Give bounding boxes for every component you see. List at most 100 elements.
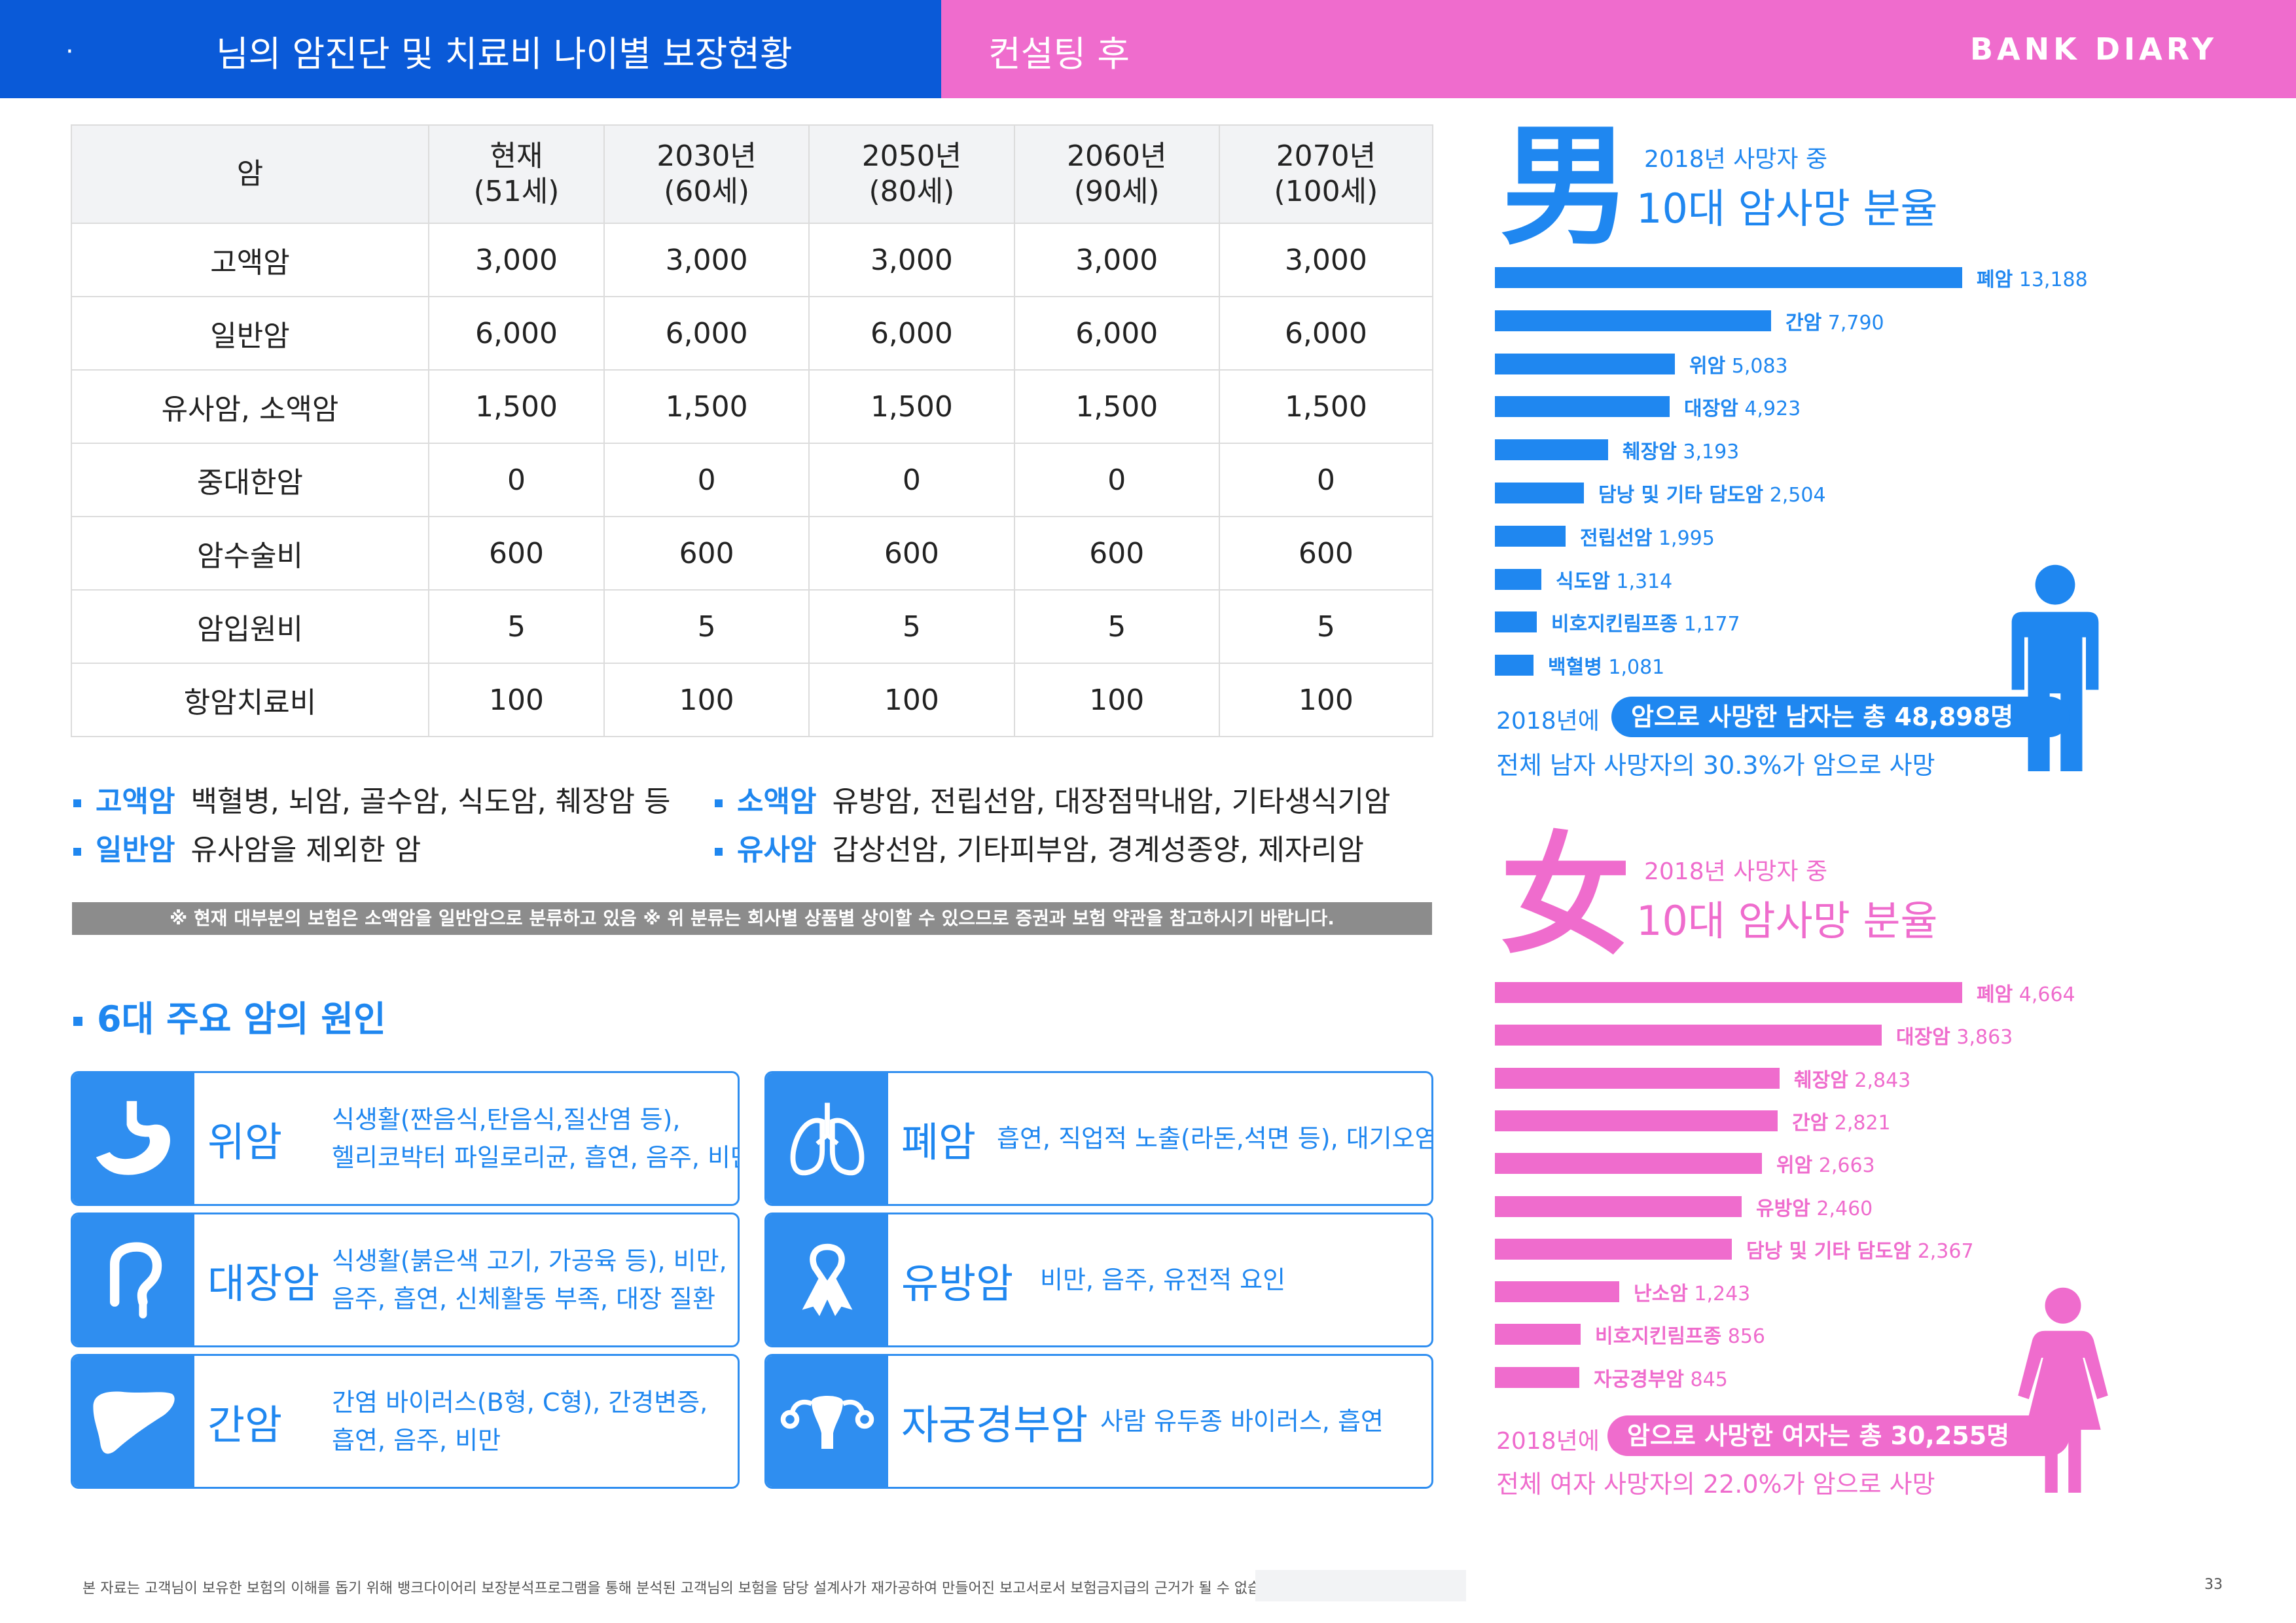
table-cell: 6,000 (428, 296, 605, 371)
cause-desc: 사람 유두종 바이러스, 흡연 (1100, 1407, 1384, 1436)
bar-value: 856 (1727, 1325, 1766, 1349)
intestine-icon (73, 1214, 194, 1345)
footer-disclaimer: 본 자료는 고객님이 보유한 보험의 이해를 돕기 위해 뱅크다이어리 보장분석… (82, 1580, 1292, 1597)
cause-desc: 간염 바이러스(B형, C형), 간경변증, 흡연, 음주, 비만 (332, 1388, 708, 1455)
female-bar (1495, 982, 1962, 1003)
female-bar-label: 위암 2,663 (1776, 1156, 1875, 1176)
table-cell: 100 (428, 663, 605, 737)
table-cell: 100 (1013, 663, 1220, 737)
table-cell: 5 (1013, 589, 1220, 664)
male-bar-label: 식도암 1,314 (1556, 571, 1672, 593)
table-cell: 600 (808, 516, 1015, 591)
bar-value: 5,083 (1731, 354, 1788, 378)
bullet-square (73, 1017, 82, 1027)
female-bar-label: 폐암 4,664 (1977, 985, 2075, 1006)
table-cell: 0 (1013, 443, 1220, 517)
bullet-square (73, 848, 81, 856)
male-bar (1495, 611, 1537, 633)
male-bar-label: 위암 5,083 (1689, 356, 1788, 377)
uterus-icon (766, 1356, 888, 1487)
male-bar (1495, 568, 1541, 590)
stomach-icon (73, 1073, 194, 1204)
cause-card-lung: 폐암 흡연, 직업적 노출(라돈,석면 등), 대기오염 (764, 1071, 1433, 1206)
male-bar (1495, 525, 1566, 547)
col-header-2030: 2030년 (60세) (603, 124, 810, 224)
notice-bar: ※ 현재 대부분의 보험은 소액암을 일반암으로 분류하고 있음 ※ 위 분류는… (72, 902, 1432, 935)
bar-category: 간암 (1792, 1111, 1829, 1135)
female-bar (1495, 1366, 1579, 1388)
cause-name: 자궁경부암 (901, 1401, 1088, 1449)
bar-category: 유방암 (1756, 1197, 1810, 1220)
table-cell: 3,000 (1013, 223, 1220, 297)
cause-name: 유방암 (901, 1260, 1014, 1307)
table-cell: 600 (1013, 516, 1220, 591)
male-bar (1495, 396, 1670, 418)
table-cell: 5 (428, 589, 605, 664)
bar-value: 3,193 (1683, 441, 1740, 464)
male-bar-label: 대장암 4,923 (1684, 399, 1801, 420)
bar-value: 2,367 (1917, 1239, 1974, 1263)
table-row: 유사암, 소액암 1,500 1,500 1,500 1,500 1,500 (71, 369, 1434, 444)
table-cell: 3,000 (428, 223, 605, 297)
table-cell: 100 (1218, 663, 1434, 737)
cause-card-stomach: 위암 식생활(짠음식,탄음식,질산염 등), 헬리코박터 파일로리균, 흡연, 음… (71, 1071, 740, 1206)
male-chart-title: 10대 암사망 분율 (1636, 185, 1938, 232)
bar-value: 2,663 (1818, 1154, 1875, 1178)
bar-category: 췌장암 (1623, 441, 1677, 464)
table-cell: 0 (808, 443, 1015, 517)
female-bar (1495, 1110, 1778, 1131)
female-bar-label: 자궁경부암 845 (1594, 1368, 1728, 1391)
female-bar (1495, 1067, 1780, 1089)
table-cell: 6,000 (1218, 296, 1434, 371)
bar-category: 백혈병 (1548, 656, 1602, 680)
bar-category: 자궁경부암 (1594, 1368, 1684, 1391)
table-cell: 100 (808, 663, 1015, 737)
bar-value: 1,243 (1694, 1283, 1751, 1306)
female-total-note: 전체 여자 사망자의 22.0%가 암으로 사망 (1496, 1470, 1935, 1499)
male-bar (1495, 267, 1962, 288)
bar-category: 간암 (1785, 311, 1822, 335)
female-bar (1495, 1324, 1581, 1345)
lungs-icon (766, 1073, 888, 1204)
definition-general-cancer: 일반암 유사암을 제외한 암 (73, 826, 421, 868)
table-cell: 6,000 (603, 296, 810, 371)
bar-value: 4,664 (2018, 983, 2075, 1006)
female-bar (1495, 1238, 1732, 1260)
bar-value: 2,504 (1769, 484, 1826, 507)
coverage-table-header-row: 암 현재 (51세) 2030년 (60세) 2050년 (80세) 2060년 (90… (71, 124, 1434, 224)
female-bar-label: 유방암 2,460 (1756, 1197, 1873, 1220)
female-chart-title: 10대 암사망 분율 (1636, 897, 1938, 945)
row-label: 중대한암 (71, 443, 429, 517)
bar-category: 위암 (1689, 354, 1726, 378)
male-bar (1495, 439, 1608, 461)
male-bar-label: 간암 7,790 (1785, 311, 1884, 335)
header-right-band (941, 0, 2296, 98)
male-bar (1495, 353, 1675, 374)
table-cell: 3,000 (1218, 223, 1434, 297)
bar-category: 전립선암 (1580, 526, 1653, 550)
cause-card-cervical: 자궁경부암 사람 유두종 바이러스, 흡연 (764, 1354, 1433, 1489)
cause-name: 대장암 (207, 1260, 320, 1307)
page-title: 님의 암진단 및 치료비 나이별 보장현황 (216, 33, 793, 75)
bar-value: 1,995 (1658, 526, 1715, 550)
man-icon (2011, 564, 2099, 771)
table-row: 암수술비 600 600 600 600 600 (71, 516, 1434, 591)
liver-icon (73, 1356, 194, 1487)
row-label: 암입원비 (71, 589, 429, 664)
bar-value: 845 (1690, 1368, 1728, 1391)
cause-card-liver: 간암 간염 바이러스(B형, C형), 간경변증, 흡연, 음주, 비만 (71, 1354, 740, 1489)
bar-value: 2,821 (1834, 1111, 1891, 1135)
table-row: 일반암 6,000 6,000 6,000 6,000 6,000 (71, 296, 1434, 371)
row-label: 유사암, 소액암 (71, 369, 429, 444)
female-total-prefix: 2018년에 (1496, 1428, 1600, 1455)
col-header-now: 현재 (51세) (428, 124, 605, 224)
table-cell: 1,500 (808, 369, 1015, 444)
male-bar-label: 담낭 및 기타 담도암 2,504 (1598, 485, 1826, 506)
table-cell: 6,000 (1013, 296, 1220, 371)
table-cell: 6,000 (808, 296, 1015, 371)
bar-category: 비호지킨림프종 (1595, 1325, 1722, 1349)
definition-high-cancer: 고액암 백혈병, 뇌암, 골수암, 식도암, 췌장암 등 (73, 778, 671, 820)
bar-category: 췌장암 (1794, 1068, 1848, 1092)
female-bar (1495, 1153, 1762, 1175)
bar-value: 7,790 (1827, 311, 1884, 335)
